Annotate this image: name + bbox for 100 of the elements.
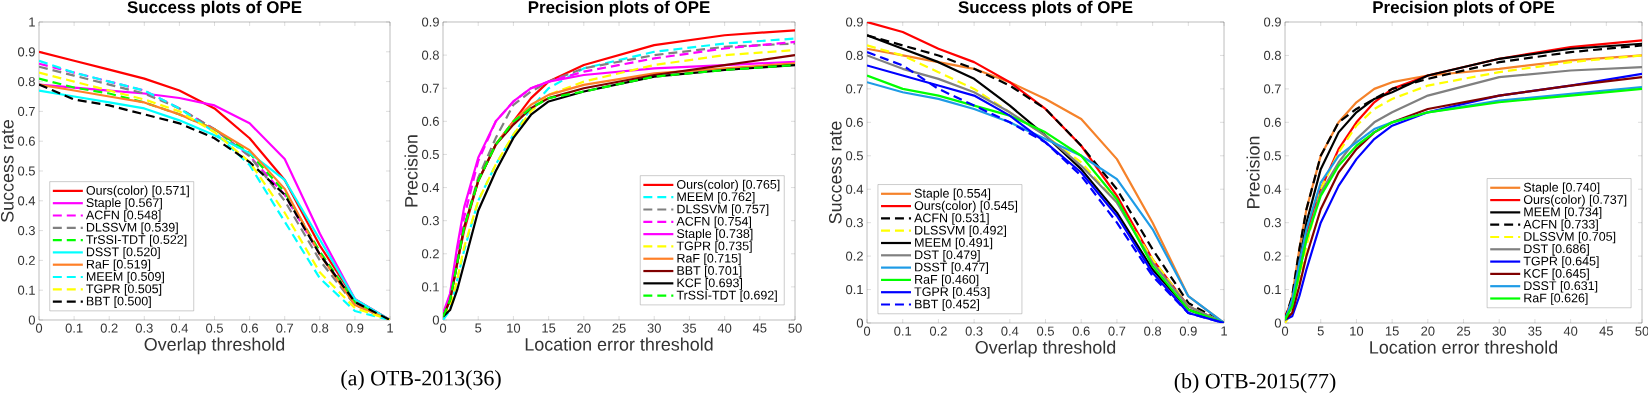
y-axis-title: Success rate: [828, 121, 842, 224]
legend-label: TrSSI-TDT [0.522]: [86, 234, 187, 247]
legend-label: KCF [0.693]: [677, 278, 742, 290]
x-tick-label: 15: [1385, 326, 1399, 336]
x-tick-label: 40: [717, 323, 732, 333]
x-tick-label: 50: [1635, 326, 1648, 336]
y-tick-label: 0.2: [1264, 251, 1281, 261]
y-tick-label: 0.1: [1264, 284, 1281, 295]
y-tick-label: 0.5: [421, 149, 439, 160]
x-tick-label: 5: [1317, 326, 1324, 336]
legend-label: ACFN [0.548]: [85, 210, 161, 222]
y-tick-label: 0.5: [846, 151, 863, 161]
legend-label: ACFN [0.754]: [676, 216, 751, 229]
chart-title: Success plots of OPE: [958, 0, 1133, 17]
legend-label: DST [0.479]: [915, 250, 980, 262]
y-axis-title: Precision: [1246, 136, 1260, 208]
y-tick-label: 0.4: [421, 182, 440, 193]
x-tick-label: 0: [1281, 326, 1289, 336]
x-tick-label: 40: [1563, 326, 1578, 336]
x-tick-label: 20: [1421, 326, 1435, 336]
y-tick-label: 1: [29, 17, 35, 27]
x-tick-label: 30: [1492, 326, 1506, 336]
y-tick-label: 0.4: [846, 184, 864, 194]
legend-label: DSST [0.631]: [1524, 280, 1598, 293]
x-tick-label: 0: [863, 326, 871, 336]
y-tick-label: 0.6: [1264, 117, 1281, 127]
x-tick-label: 35: [682, 323, 697, 333]
y-tick-label: 0.7: [17, 106, 35, 116]
x-tick-label: 0.3: [135, 323, 153, 333]
chart-title: Success plots of OPE: [127, 0, 302, 17]
legend-label: Ours(color) [0.765]: [677, 179, 780, 192]
legend-label: DLSSVM [0.757]: [677, 204, 769, 216]
y-tick-label: 0.5: [1264, 151, 1281, 161]
y-tick-label: 0.3: [17, 226, 35, 236]
legend-label: MEEM [0.734]: [1524, 207, 1602, 219]
y-tick-label: 0.2: [17, 255, 35, 265]
legend-label: TrSSI-TDT [0.692]: [676, 290, 777, 302]
x-tick-label: 0.7: [1108, 326, 1126, 336]
x-tick-label: 0.5: [206, 323, 223, 333]
legend-label: DLSSVM [0.492]: [915, 225, 1006, 238]
y-tick-label: 0.8: [421, 50, 439, 60]
x-tick-label: 30: [647, 323, 661, 333]
legend-label: RaF [0.460]: [915, 274, 979, 287]
x-tick-label: 15: [542, 323, 556, 333]
x-tick-label: 10: [507, 323, 521, 333]
x-axis-title: Overlap threshold: [975, 340, 1116, 358]
y-tick-label: 0.7: [421, 83, 439, 93]
y-tick-label: 0.7: [846, 84, 863, 94]
x-tick-label: 0.1: [65, 323, 83, 333]
y-tick-label: 0.7: [1264, 84, 1281, 94]
x-tick-label: 45: [752, 323, 767, 333]
x-tick-label: 0.2: [100, 323, 118, 333]
legend-label: TGPR [0.505]: [86, 284, 162, 296]
x-axis-title: Location error threshold: [1370, 340, 1558, 354]
legend-label: MEEM [0.491]: [915, 237, 993, 250]
legend-label: Staple [0.738]: [677, 228, 753, 241]
x-tick-label: 0.8: [311, 323, 329, 333]
legend-label: DSST [0.520]: [86, 247, 160, 259]
x-tick-label: 0.8: [1144, 326, 1162, 336]
legend-label: DLSSVM [0.539]: [86, 222, 178, 235]
legend-label: RaF [0.519]: [86, 259, 151, 272]
y-tick-label: 0.1: [17, 285, 35, 295]
x-tick-label: 50: [788, 323, 802, 333]
x-axis-title: Overlap threshold: [144, 337, 285, 355]
legend-label: BBT [0.701]: [677, 265, 742, 278]
x-tick-label: 0.4: [170, 323, 189, 333]
y-tick-label: 0.9: [17, 47, 35, 57]
y-tick-label: 0.1: [846, 284, 863, 295]
x-tick-label: 35: [1528, 326, 1542, 336]
legend-label: DLSSVM [0.705]: [1524, 231, 1616, 244]
legend-label: BBT [0.452]: [915, 299, 979, 311]
legend-label: Ours(color) [0.571]: [86, 185, 189, 198]
y-tick-label: 0.6: [846, 117, 863, 127]
x-tick-label: 1: [1221, 326, 1227, 336]
x-tick-label: 0: [439, 323, 447, 333]
x-tick-label: 25: [612, 323, 626, 333]
y-tick-label: 0: [28, 315, 35, 325]
x-tick-label: 0.4: [1001, 326, 1019, 336]
y-tick-label: 0.8: [17, 77, 35, 87]
y-tick-label: 0.4: [1264, 184, 1282, 194]
x-axis-title: Location error threshold: [525, 337, 713, 351]
legend-label: DST [0.686]: [1524, 244, 1589, 256]
legend-label: RaF [0.715]: [677, 253, 741, 266]
y-axis-title: Precision: [404, 135, 418, 207]
text: (a) OTB-2013(36): [341, 370, 501, 390]
x-tick-label: 1: [387, 323, 393, 333]
y-tick-label: 0.8: [846, 50, 863, 61]
x-tick-label: 20: [577, 323, 591, 333]
legend-label: Ours(color) [0.737]: [1523, 194, 1627, 207]
y-tick-label: 0.9: [846, 17, 863, 27]
x-tick-label: 25: [1456, 326, 1471, 336]
x-tick-label: 10: [1350, 326, 1364, 336]
x-tick-label: 0.7: [276, 323, 294, 333]
y-tick-label: 0.3: [421, 216, 439, 226]
y-tick-label: 0.2: [421, 249, 439, 259]
y-tick-label: 0.3: [1264, 218, 1281, 228]
legend-label: BBT [0.500]: [86, 296, 151, 308]
legend-label: Ours(color) [0.545]: [914, 200, 1018, 213]
x-tick-label: 45: [1599, 326, 1613, 336]
x-tick-label: 0.2: [929, 326, 947, 336]
